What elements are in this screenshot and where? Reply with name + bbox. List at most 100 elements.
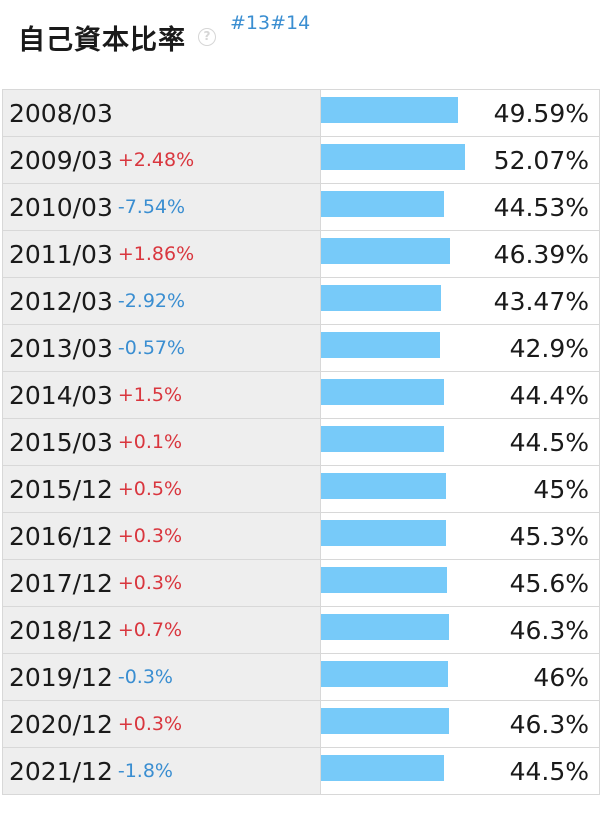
- ratio-bar: [321, 473, 446, 499]
- ratio-value-label: 46.3%: [509, 709, 589, 739]
- ratio-bar: [321, 614, 450, 640]
- ratio-value-label: 49.59%: [493, 98, 589, 128]
- period-cell: 2020/12 +0.3%: [2, 700, 321, 748]
- ratio-bar: [321, 285, 442, 311]
- question-circle-icon[interactable]: ?: [198, 28, 216, 46]
- period-label: 2018/12: [9, 615, 113, 645]
- value-cell: 46.3%: [320, 606, 600, 654]
- period-label: 2009/03: [9, 145, 113, 175]
- value-cell: 49.59%: [320, 89, 600, 137]
- ratio-bar: [321, 708, 450, 734]
- table-row: 2011/03 +1.86% 46.39%: [2, 230, 600, 278]
- ratio-bar: [321, 567, 448, 593]
- period-cell: 2019/12 -0.3%: [2, 653, 321, 701]
- period-cell: 2011/03 +1.86%: [2, 230, 321, 278]
- ratio-bar: [321, 144, 466, 170]
- change-label: -0.3%: [117, 666, 173, 688]
- period-cell: 2009/03 +2.48%: [2, 136, 321, 184]
- table-row: 2017/12 +0.3% 45.6%: [2, 559, 600, 607]
- change-label: +0.1%: [117, 431, 183, 453]
- reference-link-13[interactable]: #13: [230, 12, 271, 34]
- ratio-value-label: 42.9%: [509, 333, 589, 363]
- table-row: 2012/03 -2.92% 43.47%: [2, 277, 600, 325]
- period-cell: 2015/12 +0.5%: [2, 465, 321, 513]
- reference-links: #13#14: [230, 12, 310, 34]
- period-cell: 2014/03 +1.5%: [2, 371, 321, 419]
- change-label: +0.3%: [117, 713, 183, 735]
- period-cell: 2016/12 +0.3%: [2, 512, 321, 560]
- change-label: +1.5%: [117, 384, 183, 406]
- table-row: 2013/03 -0.57% 42.9%: [2, 324, 600, 372]
- ratio-value-label: 45%: [533, 474, 589, 504]
- period-cell: 2010/03 -7.54%: [2, 183, 321, 231]
- ratio-bar: [321, 332, 440, 358]
- period-label: 2013/03: [9, 333, 113, 363]
- reference-link-14[interactable]: #14: [270, 12, 311, 34]
- period-cell: 2015/03 +0.1%: [2, 418, 321, 466]
- period-label: 2015/03: [9, 427, 113, 457]
- change-label: +1.86%: [117, 243, 195, 265]
- period-cell: 2021/12 -1.8%: [2, 747, 321, 795]
- ratio-value-label: 44.5%: [509, 427, 589, 457]
- ratio-value-label: 45.6%: [509, 568, 589, 598]
- period-label: 2014/03: [9, 380, 113, 410]
- change-label: -2.92%: [117, 290, 186, 312]
- ratio-value-label: 46%: [533, 662, 589, 692]
- ratio-bar: [321, 97, 459, 123]
- period-label: 2012/03: [9, 286, 113, 316]
- value-cell: 45.6%: [320, 559, 600, 607]
- value-cell: 44.5%: [320, 747, 600, 795]
- period-cell: 2017/12 +0.3%: [2, 559, 321, 607]
- value-cell: 45.3%: [320, 512, 600, 560]
- change-label: +0.5%: [117, 478, 183, 500]
- equity-ratio-table: 2008/03 49.59% 2009/03 +2.48% 52.07% 2010/03-…: [2, 89, 600, 795]
- table-row: 2008/03 49.59%: [2, 89, 600, 137]
- ratio-value-label: 45.3%: [509, 521, 589, 551]
- period-label: 2019/12: [9, 662, 113, 692]
- period-label: 2021/12: [9, 756, 113, 786]
- table-row: 2018/12 +0.7% 46.3%: [2, 606, 600, 654]
- period-label: 2017/12: [9, 568, 113, 598]
- value-cell: 43.47%: [320, 277, 600, 325]
- value-cell: 45%: [320, 465, 600, 513]
- value-cell: 42.9%: [320, 324, 600, 372]
- ratio-value-label: 52.07%: [493, 145, 589, 175]
- period-cell: 2008/03: [2, 89, 321, 137]
- change-label: -0.57%: [117, 337, 186, 359]
- ratio-bar: [321, 191, 445, 217]
- period-cell: 2013/03 -0.57%: [2, 324, 321, 372]
- ratio-value-label: 46.3%: [509, 615, 589, 645]
- period-label: 2020/12: [9, 709, 113, 739]
- value-cell: 46%: [320, 653, 600, 701]
- change-label: -1.8%: [117, 760, 173, 782]
- table-row: 2019/12 -0.3% 46%: [2, 653, 600, 701]
- value-cell: 44.5%: [320, 418, 600, 466]
- change-label: +0.3%: [117, 525, 183, 547]
- table-row: 2010/03 -7.54% 44.53%: [2, 183, 600, 231]
- ratio-bar: [321, 520, 447, 546]
- change-label: +2.48%: [117, 149, 195, 171]
- period-cell: 2012/03 -2.92%: [2, 277, 321, 325]
- change-label: +0.3%: [117, 572, 183, 594]
- ratio-value-label: 43.47%: [493, 286, 589, 316]
- table-row: 2015/03 +0.1% 44.5%: [2, 418, 600, 466]
- value-cell: 44.53%: [320, 183, 600, 231]
- table-row: 2016/12 +0.3% 45.3%: [2, 512, 600, 560]
- period-label: 2016/12: [9, 521, 113, 551]
- page-title: 自己資本比率: [18, 25, 186, 56]
- header: 自己資本比率 ? #13#14: [18, 12, 310, 62]
- value-cell: 44.4%: [320, 371, 600, 419]
- value-cell: 46.39%: [320, 230, 600, 278]
- ratio-bar: [321, 426, 445, 452]
- table-row: 2020/12 +0.3% 46.3%: [2, 700, 600, 748]
- ratio-value-label: 44.4%: [509, 380, 589, 410]
- ratio-value-label: 46.39%: [493, 239, 589, 269]
- table-row: 2009/03 +2.48% 52.07%: [2, 136, 600, 184]
- ratio-value-label: 44.53%: [493, 192, 589, 222]
- ratio-bar: [321, 755, 445, 781]
- table-row: 2014/03 +1.5% 44.4%: [2, 371, 600, 419]
- change-label: +0.7%: [117, 619, 183, 641]
- table-row: 2021/12 -1.8% 44.5%: [2, 747, 600, 795]
- period-label: 2011/03: [9, 239, 113, 269]
